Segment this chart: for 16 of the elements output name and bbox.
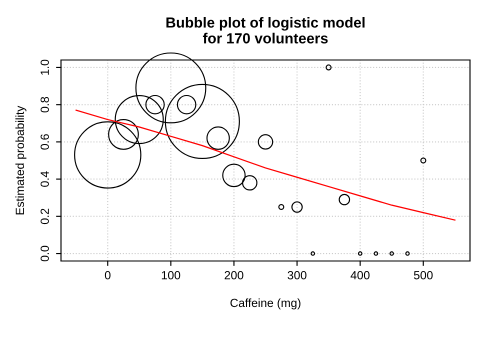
y-tick-label: 0.6 [40, 134, 49, 150]
y-tick-label: 0.4 [40, 171, 49, 187]
x-tick-label: 400 [350, 271, 370, 280]
x-tick-label: 0 [104, 271, 111, 280]
x-axis-title: Caffeine (mg) [230, 298, 300, 310]
y-tick-label: 0.8 [40, 96, 49, 112]
chart-title: Bubble plot of logistic model for 170 volunteers [166, 16, 365, 44]
y-axis-title: Estimated probability [15, 106, 26, 214]
line-series [76, 110, 456, 221]
x-tick-label: 200 [224, 271, 244, 280]
y-tick-label: 0.0 [40, 246, 49, 262]
x-tick-label: 100 [162, 271, 180, 280]
x-tick-label: 300 [288, 271, 306, 280]
x-tick-label: 500 [414, 271, 433, 280]
y-tick-label: 0.2 [40, 208, 49, 224]
y-tick-label: 1.0 [40, 60, 49, 75]
